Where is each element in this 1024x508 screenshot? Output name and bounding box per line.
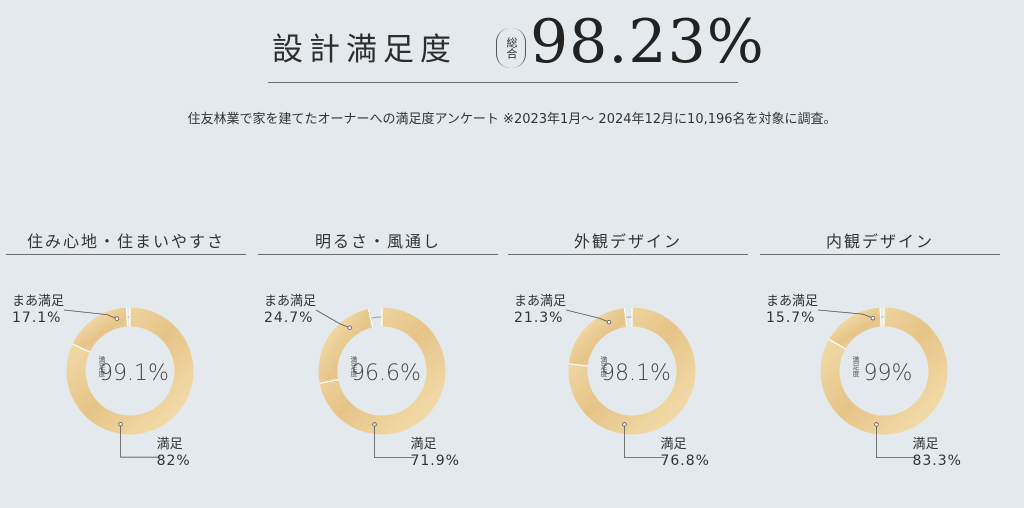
leader-line bbox=[63, 309, 118, 319]
slice-remainder bbox=[370, 316, 383, 319]
leader-dot bbox=[118, 421, 123, 427]
label-satisfied: 満足 83.3% bbox=[912, 437, 961, 469]
leader-line bbox=[565, 309, 610, 323]
center-value: 98.1% bbox=[601, 361, 671, 386]
slice-name: まあ満足 bbox=[264, 294, 317, 309]
center-value: 96.6% bbox=[351, 361, 421, 386]
header: 設計満足度 総合 98.23% bbox=[268, 2, 764, 83]
leader-dot bbox=[606, 319, 612, 325]
slice-name: まあ満足 bbox=[514, 294, 567, 309]
donut-chart-card: 内観デザイン満足度 99% まあ満足 15.7% 満足 83.3% bbox=[760, 228, 1000, 508]
donut-chart-card: 明るさ・風通し 満足度 96.6% まあ満足 24.7% 満足 71.9% bbox=[258, 228, 498, 508]
slice-satisfied bbox=[820, 307, 948, 435]
slice-satisfied bbox=[66, 307, 194, 435]
slice-value: 76.8% bbox=[660, 453, 710, 470]
slice-value: 15.7% bbox=[766, 310, 816, 326]
slice-divider bbox=[828, 338, 846, 350]
label-somewhat-satisfied: まあ満足 21.3% bbox=[514, 294, 566, 326]
overall-value: 98.23% bbox=[530, 7, 765, 77]
slice-divider bbox=[367, 308, 374, 328]
slice-value: 71.9% bbox=[410, 453, 460, 470]
leader-line bbox=[817, 309, 874, 319]
leader-line bbox=[120, 424, 161, 458]
leader-dot bbox=[870, 315, 876, 321]
slice-somewhat-satisfied bbox=[828, 307, 882, 350]
slice-satisfied bbox=[319, 307, 446, 435]
label-somewhat-satisfied: まあ満足 24.7% bbox=[264, 294, 316, 326]
slice-somewhat-satisfied bbox=[72, 307, 128, 353]
label-somewhat-satisfied: まあ満足 15.7% bbox=[766, 294, 818, 326]
leader-line bbox=[315, 309, 350, 329]
page-title: 設計満足度 bbox=[272, 32, 457, 68]
chart-title: 住み心地・住まいやすさ bbox=[6, 228, 246, 255]
slice-name: 満足 bbox=[156, 437, 183, 453]
donut-chart: 満足度 99% bbox=[817, 307, 948, 458]
label-satisfied: 満足 71.9% bbox=[410, 437, 459, 469]
slice-name: 満足 bbox=[912, 437, 939, 453]
slice-value: 21.3% bbox=[514, 310, 564, 326]
chart-title: 内観デザイン bbox=[760, 228, 1000, 255]
chart-title: 明るさ・風通し bbox=[258, 228, 498, 255]
label-satisfied: 満足 76.8% bbox=[660, 437, 709, 469]
slice-somewhat-satisfied bbox=[318, 308, 374, 384]
leader-line bbox=[374, 424, 415, 458]
center-label: 満足度 bbox=[852, 356, 860, 378]
slice-value: 83.3% bbox=[912, 453, 962, 470]
slice-name: まあ満足 bbox=[766, 294, 819, 309]
leader-dot bbox=[347, 325, 352, 330]
slice-divider bbox=[125, 307, 129, 327]
center-label: 満足度 bbox=[98, 356, 106, 378]
slice-divider bbox=[623, 307, 628, 327]
slice-value: 17.1% bbox=[12, 310, 62, 326]
slice-divider bbox=[72, 343, 90, 353]
slice-value: 82% bbox=[156, 453, 191, 470]
slice-divider bbox=[879, 307, 882, 327]
slice-name: まあ満足 bbox=[12, 294, 65, 309]
slice-somewhat-satisfied bbox=[568, 307, 628, 367]
slice-name: 満足 bbox=[660, 437, 687, 453]
center-label: 満足度 bbox=[350, 356, 358, 378]
center-value: 99.1% bbox=[99, 361, 169, 386]
leader-dot bbox=[622, 422, 627, 427]
slice-divider bbox=[568, 363, 588, 367]
leader-dot bbox=[372, 422, 377, 427]
center-label: 満足度 bbox=[600, 356, 608, 378]
label-somewhat-satisfied: まあ満足 17.1% bbox=[12, 294, 64, 326]
chart-title: 外観デザイン bbox=[508, 228, 748, 255]
donut-chart-card: 外観デザイン 満足度 98.1% まあ満足 21.3% 満足 76.8% bbox=[508, 228, 748, 508]
donut-chart-card: 住み心地・住まいやすさ 満足度 99.1% まあ満足 17.1% 満足 82% bbox=[6, 228, 246, 508]
leader-dot bbox=[874, 422, 879, 427]
survey-description: 住友林業で家を建てたオーナーへの満足度アンケート ※2023年1月～ 2024年… bbox=[187, 112, 837, 127]
slice-value: 24.7% bbox=[264, 310, 314, 326]
slice-satisfied bbox=[568, 307, 696, 435]
slice-divider bbox=[319, 379, 339, 384]
slice-name: 満足 bbox=[410, 437, 437, 453]
leader-line bbox=[624, 424, 665, 458]
leader-dot bbox=[114, 316, 120, 321]
center-value: 99% bbox=[864, 361, 913, 386]
leader-line bbox=[876, 424, 917, 458]
label-satisfied: 満足 82% bbox=[157, 437, 191, 469]
overall-note: 総合 bbox=[496, 28, 526, 68]
